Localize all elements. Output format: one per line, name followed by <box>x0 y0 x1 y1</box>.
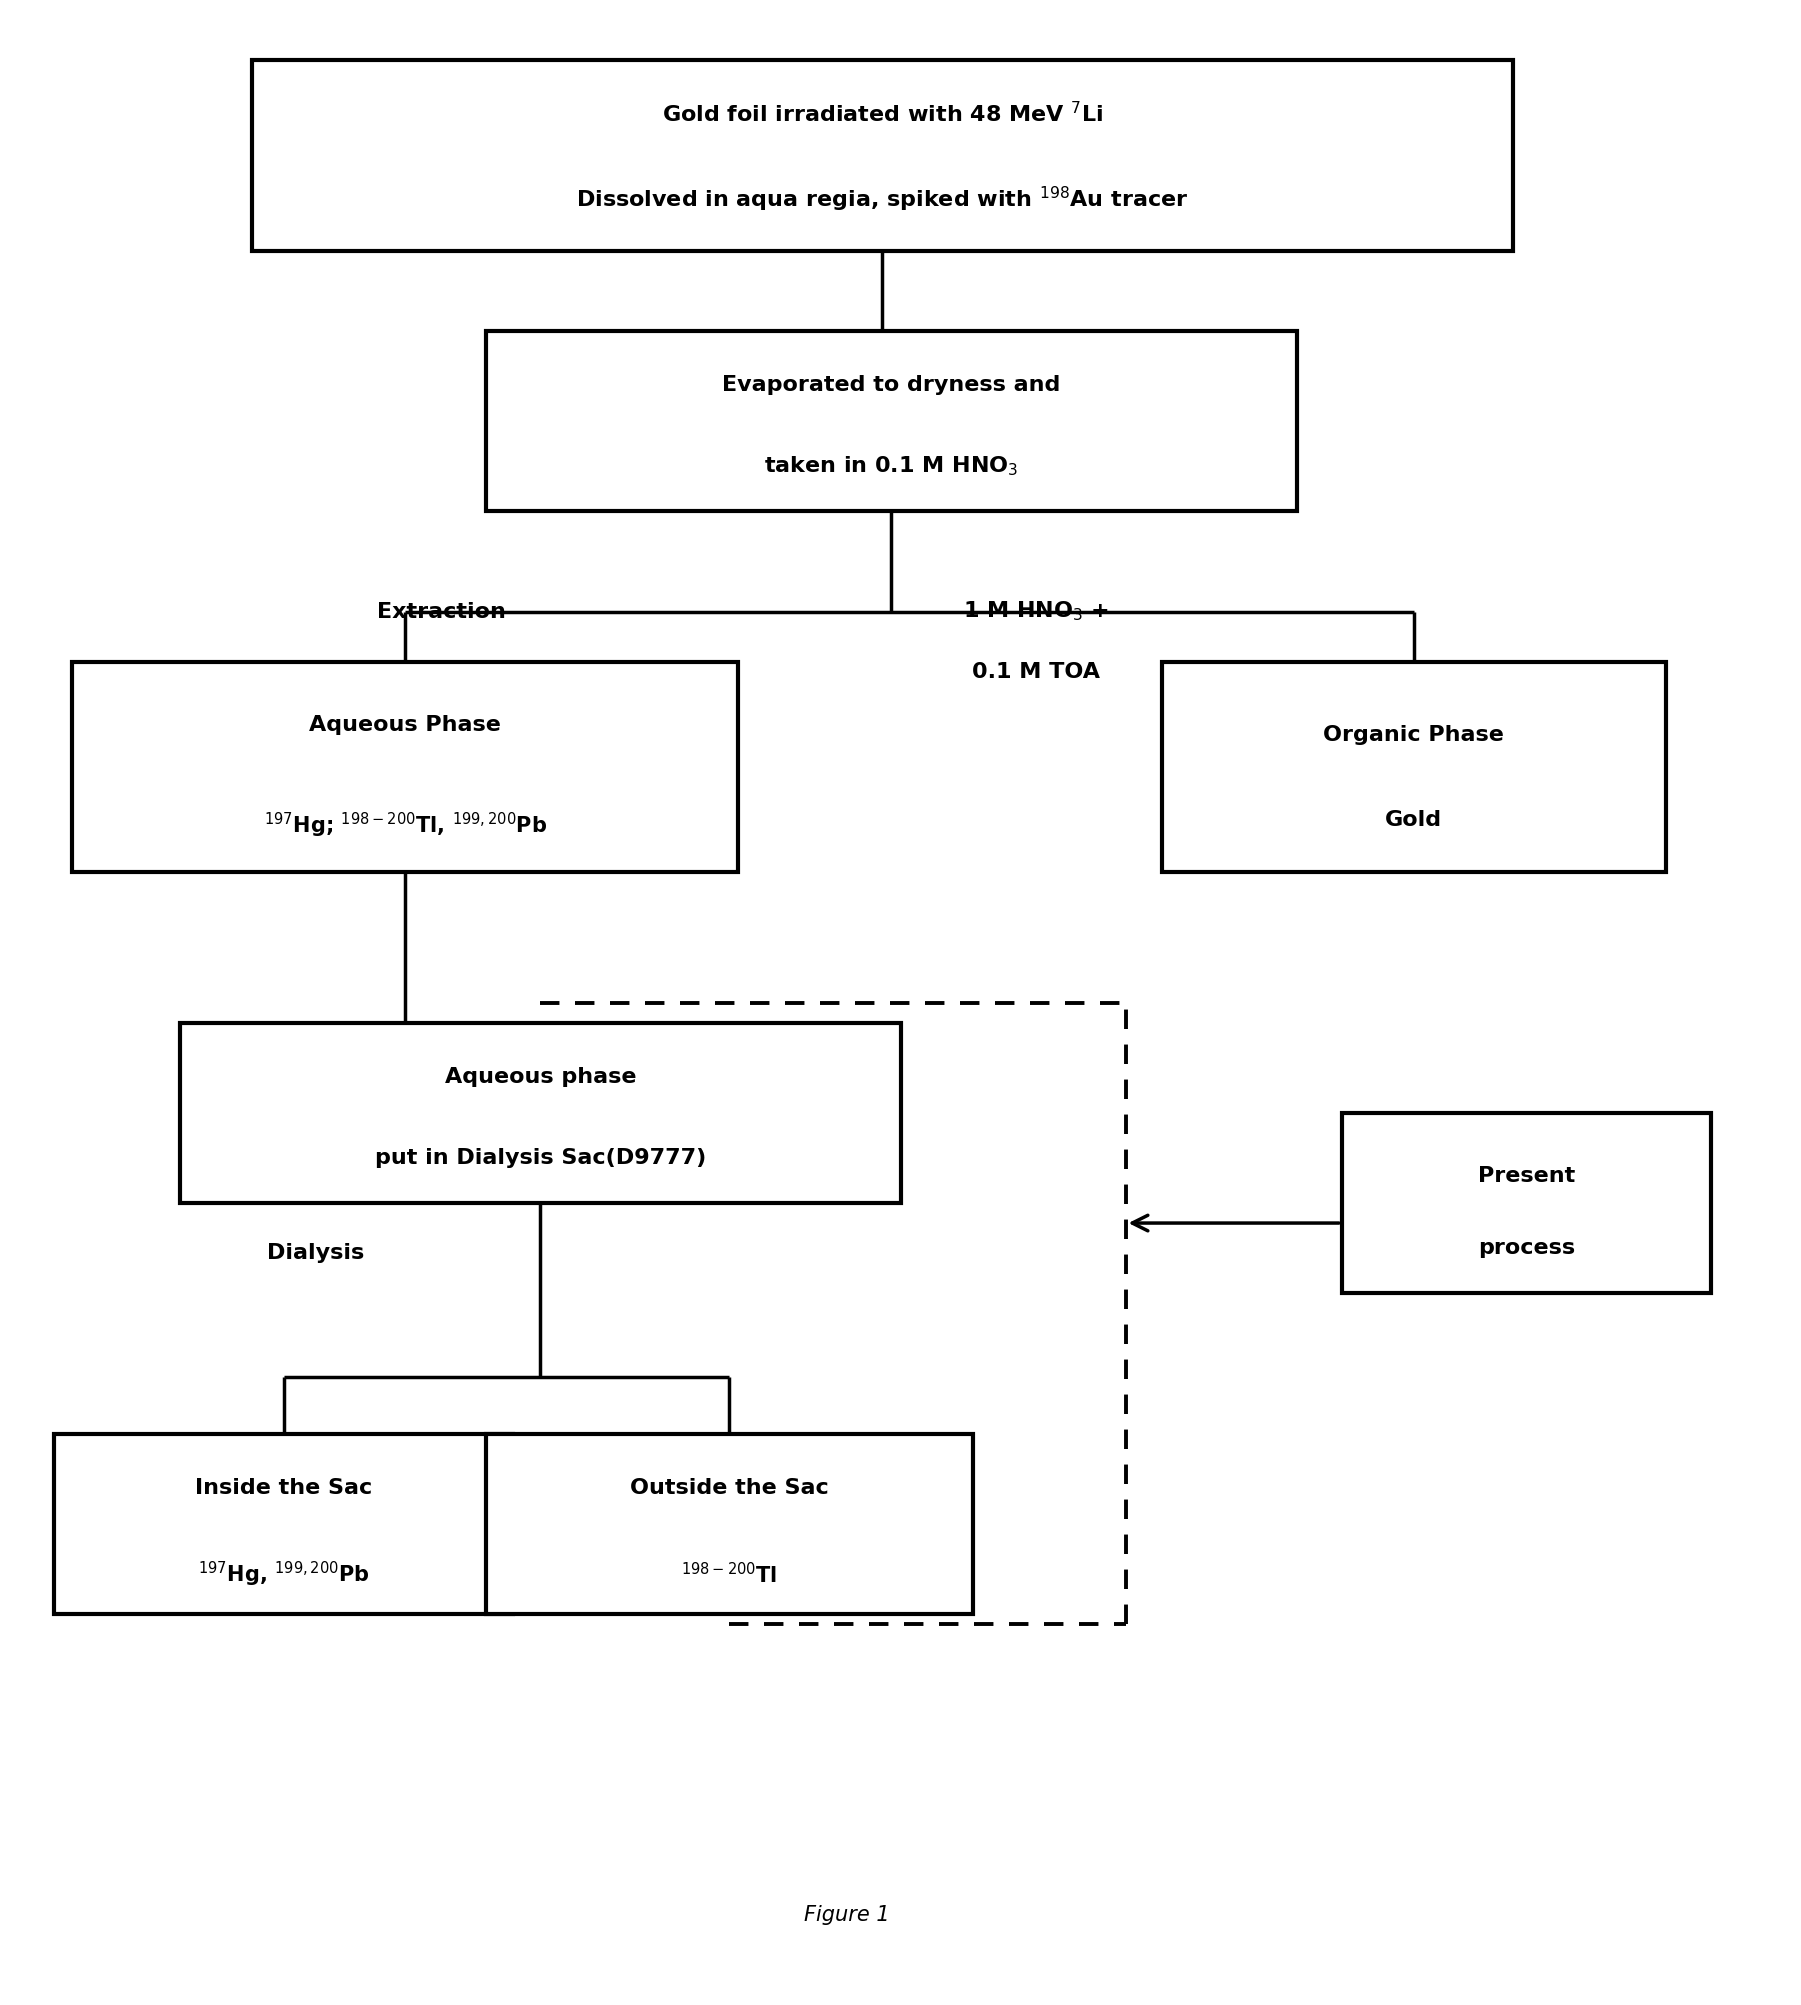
FancyBboxPatch shape <box>54 1434 513 1614</box>
Text: Outside the Sac: Outside the Sac <box>630 1478 828 1498</box>
FancyBboxPatch shape <box>1162 662 1666 872</box>
FancyBboxPatch shape <box>486 1434 973 1614</box>
FancyBboxPatch shape <box>180 1023 901 1203</box>
Text: Aqueous phase: Aqueous phase <box>445 1067 636 1087</box>
FancyBboxPatch shape <box>486 331 1297 511</box>
Text: Organic Phase: Organic Phase <box>1324 726 1504 746</box>
Text: Dissolved in aqua regia, spiked with $^{198}$Au tracer: Dissolved in aqua regia, spiked with $^{… <box>576 184 1189 215</box>
Text: Inside the Sac: Inside the Sac <box>195 1478 373 1498</box>
Text: Dialysis: Dialysis <box>267 1243 364 1263</box>
FancyBboxPatch shape <box>72 662 738 872</box>
Text: 0.1 M TOA: 0.1 M TOA <box>971 662 1100 682</box>
FancyBboxPatch shape <box>1342 1113 1711 1293</box>
Text: process: process <box>1479 1239 1574 1257</box>
Text: 1 M HNO$_3$ +: 1 M HNO$_3$ + <box>962 599 1109 624</box>
FancyBboxPatch shape <box>252 60 1513 251</box>
Text: put in Dialysis Sac(D9777): put in Dialysis Sac(D9777) <box>375 1149 706 1167</box>
Text: Gold foil irradiated with 48 MeV $^7$Li: Gold foil irradiated with 48 MeV $^7$Li <box>661 100 1104 126</box>
Text: Aqueous Phase: Aqueous Phase <box>310 716 501 734</box>
Text: Gold: Gold <box>1385 810 1443 830</box>
Text: Figure 1: Figure 1 <box>803 1905 890 1925</box>
Text: $^{198-200}$Tl: $^{198-200}$Tl <box>681 1562 778 1586</box>
Text: taken in 0.1 M HNO$_3$: taken in 0.1 M HNO$_3$ <box>764 455 1019 477</box>
Text: Extraction: Extraction <box>376 602 506 622</box>
Text: Present: Present <box>1479 1167 1574 1185</box>
Text: Evaporated to dryness and: Evaporated to dryness and <box>722 375 1061 395</box>
Text: $^{197}$Hg; $^{198-200}$Tl, $^{199,200}$Pb: $^{197}$Hg; $^{198-200}$Tl, $^{199,200}$… <box>263 812 548 840</box>
Text: $^{197}$Hg, $^{199,200}$Pb: $^{197}$Hg, $^{199,200}$Pb <box>198 1560 369 1588</box>
